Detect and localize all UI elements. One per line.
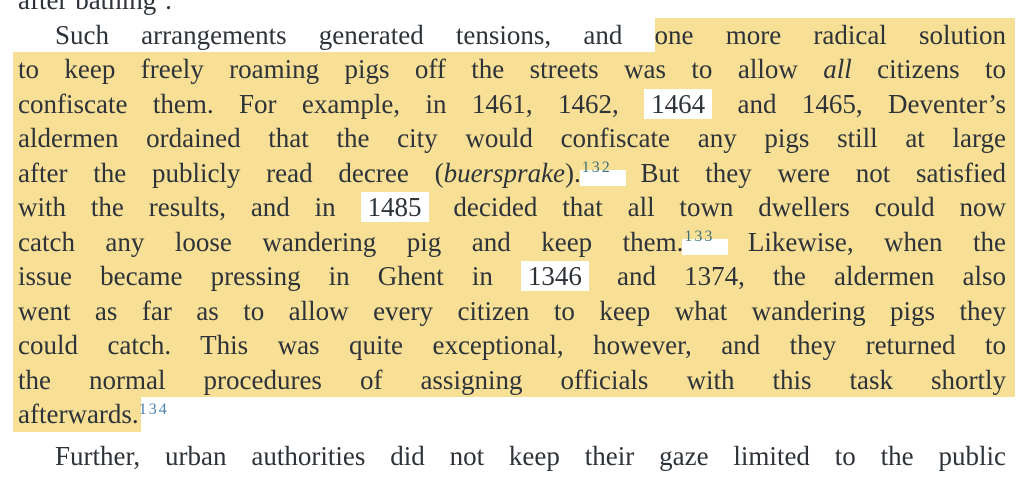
text-line-8: catch any loose wandering pig and keep t…: [13, 224, 1015, 259]
text-segment: and 1374, the aldermen also: [588, 261, 1006, 291]
text-line-11: could catch. This was quite exceptional,…: [13, 328, 1015, 363]
text-segment: decided that all town dwellers could now: [428, 192, 1006, 222]
text-segment: went as far as to allow every citizen to…: [18, 295, 1006, 326]
text-segment: catch any loose wandering pig and keep t…: [18, 226, 684, 257]
text-line-4: confiscate them. For example, in 1461, 1…: [13, 86, 1015, 121]
text-segment: issue became pressing in Ghent in: [18, 261, 521, 291]
highlight-span-end: afterwards.: [13, 397, 141, 432]
text-segment: ).: [565, 157, 581, 188]
text-segment: confiscate them. For example, in 1461, 1…: [18, 88, 645, 119]
text-line-3: to keep freely roaming pigs off the stre…: [13, 52, 1015, 87]
text-line-2: Such arrangements generated tensions, an…: [18, 17, 1016, 53]
text-line-14: Further, urban authorities did not keep …: [18, 439, 1006, 474]
highlight-gap-notch: [579, 169, 626, 186]
footnote-link-134[interactable]: 134: [138, 401, 169, 418]
text-line-10: went as far as to allow every citizen to…: [13, 293, 1015, 328]
text-segment: after bathing’.: [18, 0, 172, 15]
text-segment: aldermen ordained that the city would co…: [18, 123, 1006, 153]
footnote-marker-132: 132: [579, 157, 626, 186]
text-line-5: aldermen ordained that the city would co…: [13, 121, 1015, 156]
text-segment: to keep freely roaming pigs off the stre…: [18, 54, 824, 84]
text-block: after bathing’. Such arrangements genera…: [13, 0, 1016, 474]
highlight-span-start: one more radical solution: [654, 17, 1016, 53]
highlight-gap-notch: [682, 238, 729, 255]
text-segment: could catch. This was quite exceptional,…: [18, 330, 1006, 360]
text-line-9: issue became pressing in Ghent in 1346 a…: [13, 259, 1015, 294]
text-segment: Further, urban authorities did not keep …: [55, 440, 1006, 471]
footnote-link-132[interactable]: 132: [581, 158, 612, 176]
text-segment: with the results, and in: [18, 192, 361, 222]
highlight-gap-year-1464: 1464: [644, 88, 713, 119]
italic-text: all: [823, 54, 852, 84]
text-segment: the normal procedures of assigning offic…: [18, 364, 1006, 395]
text-line-12: the normal procedures of assigning offic…: [13, 362, 1015, 397]
footnote-marker-133: 133: [682, 226, 729, 255]
footnote-link-133[interactable]: 133: [684, 227, 715, 245]
text-line-1: after bathing’.: [18, 0, 1006, 18]
text-segment: But they were not satisfied: [614, 157, 1006, 188]
text-segment: and 1465, Deventer’s: [712, 88, 1007, 119]
highlight-gap-year-1346: 1346: [520, 261, 589, 291]
text-line-13: afterwards.134: [13, 397, 1006, 432]
text-line-7: with the results, and in 1485 decided th…: [13, 190, 1015, 225]
text-segment: Such arrangements generated tensions, an…: [55, 19, 655, 50]
text-line-6: after the publicly read decree (buerspra…: [13, 155, 1015, 190]
highlight-gap-year-1485: 1485: [360, 192, 429, 222]
italic-text: buersprake: [443, 157, 566, 188]
text-segment: after the publicly read decree (: [18, 157, 444, 188]
text-segment: citizens to: [851, 54, 1006, 84]
text-segment: Likewise, when the: [717, 226, 1006, 257]
